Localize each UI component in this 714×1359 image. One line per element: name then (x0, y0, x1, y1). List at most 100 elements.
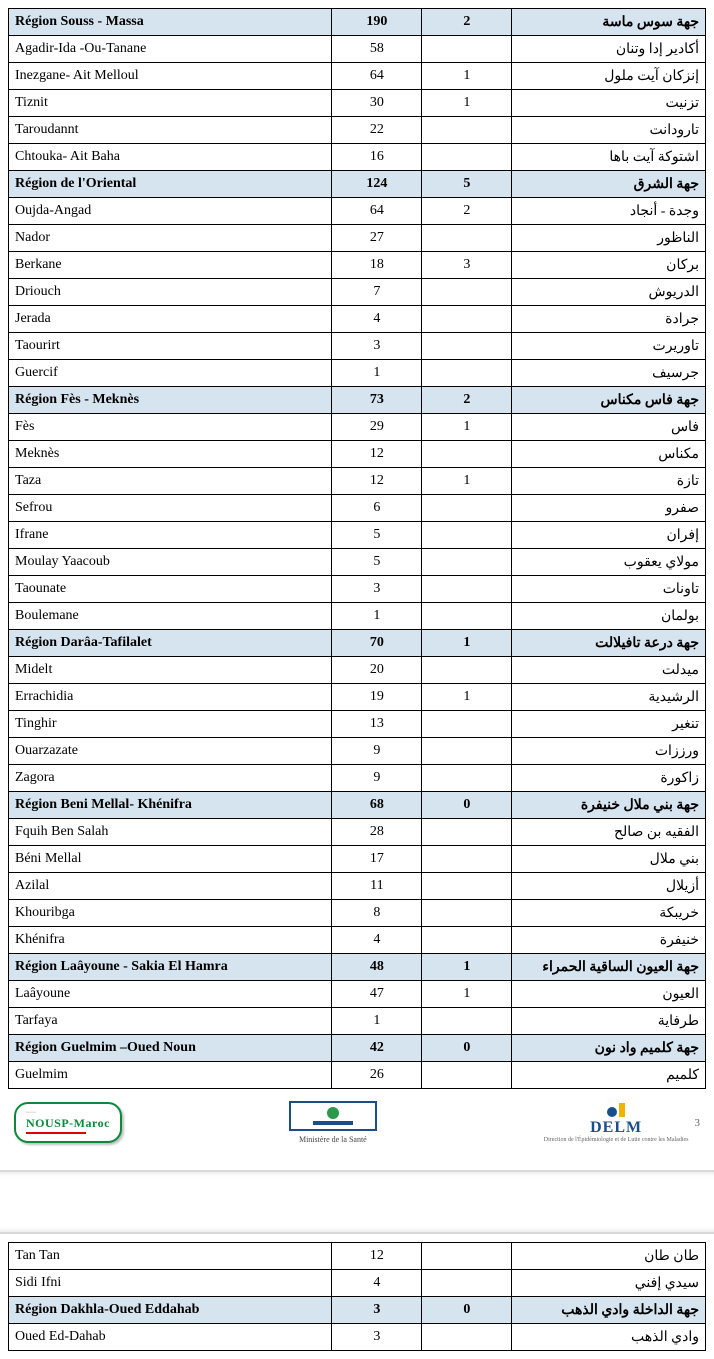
cell-n1: 9 (332, 765, 422, 792)
table-row: Inezgane- Ait Melloul641إنزكان آيت ملول (9, 63, 706, 90)
cell-fr: Région Darâa-Tafilalet (9, 630, 332, 657)
cell-n2 (422, 117, 512, 144)
cell-n2 (422, 927, 512, 954)
table-row: Zagora9زاكورة (9, 765, 706, 792)
cell-ar: إنزكان آيت ملول (512, 63, 706, 90)
cell-n1: 73 (332, 387, 422, 414)
ms-label: Ministère de la Santé (299, 1135, 367, 1144)
cell-ar: مولاي يعقوب (512, 549, 706, 576)
cell-ar: جهة كلميم واد نون (512, 1035, 706, 1062)
table-row: Taourirt3تاوريرت (9, 333, 706, 360)
cell-fr: Berkane (9, 252, 332, 279)
cell-fr: Guelmim (9, 1062, 332, 1089)
cell-fr: Guercif (9, 360, 332, 387)
table-row: Fquih Ben Salah28الفقيه بن صالح (9, 819, 706, 846)
cell-n1: 5 (332, 549, 422, 576)
cell-n2: 2 (422, 9, 512, 36)
logo-nousp: ····· NOUSP-Maroc (14, 1102, 122, 1143)
cell-ar: الناظور (512, 225, 706, 252)
cell-fr: Béni Mellal (9, 846, 332, 873)
cell-n1: 12 (332, 441, 422, 468)
region-header-row: Région Beni Mellal- Khénifra680جهة بني م… (9, 792, 706, 819)
cell-fr: Inezgane- Ait Melloul (9, 63, 332, 90)
region-header-row: Région de l'Oriental1245جهة الشرق (9, 171, 706, 198)
cell-n2 (422, 360, 512, 387)
cell-ar: بركان (512, 252, 706, 279)
cell-fr: Taroudannt (9, 117, 332, 144)
cell-n2: 1 (422, 468, 512, 495)
cell-n2: 0 (422, 1035, 512, 1062)
table-row: Taounate3تاونات (9, 576, 706, 603)
logo-ministere: Ministère de la Santé (289, 1101, 377, 1144)
cell-n1: 27 (332, 225, 422, 252)
table-row: Sefrou6صفرو (9, 495, 706, 522)
cell-n1: 12 (332, 1243, 422, 1270)
cell-n2 (422, 900, 512, 927)
cell-ar: أزيلال (512, 873, 706, 900)
cell-ar: وادي الذهب (512, 1324, 706, 1351)
cell-fr: Nador (9, 225, 332, 252)
cell-fr: Ifrane (9, 522, 332, 549)
cell-n1: 16 (332, 144, 422, 171)
cell-n1: 9 (332, 738, 422, 765)
table-row: Errachidia191الرشيدية (9, 684, 706, 711)
cell-ar: سيدي إفني (512, 1270, 706, 1297)
region-header-row: Région Guelmim –Oued Noun420جهة كلميم وا… (9, 1035, 706, 1062)
cell-n1: 12 (332, 468, 422, 495)
cell-n1: 64 (332, 198, 422, 225)
cell-n1: 3 (332, 333, 422, 360)
cell-fr: Tinghir (9, 711, 332, 738)
cell-n1: 48 (332, 954, 422, 981)
cell-ar: جهة الداخلة وادي الذهب (512, 1297, 706, 1324)
cell-fr: Boulemane (9, 603, 332, 630)
cell-n2 (422, 657, 512, 684)
cell-n2 (422, 603, 512, 630)
cell-n1: 22 (332, 117, 422, 144)
table-row: Khouribga8خريبكة (9, 900, 706, 927)
cell-n2: 3 (422, 252, 512, 279)
cell-n2: 1 (422, 954, 512, 981)
cell-n1: 29 (332, 414, 422, 441)
cell-ar: تزنيت (512, 90, 706, 117)
cell-n2: 1 (422, 90, 512, 117)
table-row: Berkane183بركان (9, 252, 706, 279)
cell-ar: إفران (512, 522, 706, 549)
table-row: Sidi Ifni4سيدي إفني (9, 1270, 706, 1297)
cell-n2 (422, 1324, 512, 1351)
cell-fr: Région Dakhla-Oued Eddahab (9, 1297, 332, 1324)
cell-n1: 1 (332, 603, 422, 630)
table-row: Boulemane1بولمان (9, 603, 706, 630)
cell-n2 (422, 1062, 512, 1089)
cell-n1: 30 (332, 90, 422, 117)
cell-fr: Région de l'Oriental (9, 171, 332, 198)
cell-ar: صفرو (512, 495, 706, 522)
delm-sub: Direction de l'Épidémiologie et de Lutte… (544, 1137, 689, 1143)
cell-n1: 28 (332, 819, 422, 846)
cell-fr: Taounate (9, 576, 332, 603)
cell-n1: 26 (332, 1062, 422, 1089)
cell-n2: 2 (422, 387, 512, 414)
cell-n1: 47 (332, 981, 422, 1008)
region-header-row: Région Darâa-Tafilalet701جهة درعة تافيلا… (9, 630, 706, 657)
cell-fr: Taourirt (9, 333, 332, 360)
cell-ar: مكناس (512, 441, 706, 468)
cell-n2 (422, 36, 512, 63)
cell-fr: Oued Ed-Dahab (9, 1324, 332, 1351)
cell-n2 (422, 738, 512, 765)
cell-ar: خريبكة (512, 900, 706, 927)
cell-n2 (422, 333, 512, 360)
cell-n1: 58 (332, 36, 422, 63)
cell-n1: 124 (332, 171, 422, 198)
cell-ar: فاس (512, 414, 706, 441)
table-row: Jerada4جرادة (9, 306, 706, 333)
cell-n2: 1 (422, 981, 512, 1008)
cell-fr: Midelt (9, 657, 332, 684)
cell-ar: أكادير إدا وتنان (512, 36, 706, 63)
cell-fr: Oujda-Angad (9, 198, 332, 225)
table-row: Midelt20ميدلت (9, 657, 706, 684)
cell-ar: تارودانت (512, 117, 706, 144)
cell-ar: ميدلت (512, 657, 706, 684)
cell-ar: العيون (512, 981, 706, 1008)
cell-n2 (422, 819, 512, 846)
page-number: 3 (694, 1117, 700, 1129)
